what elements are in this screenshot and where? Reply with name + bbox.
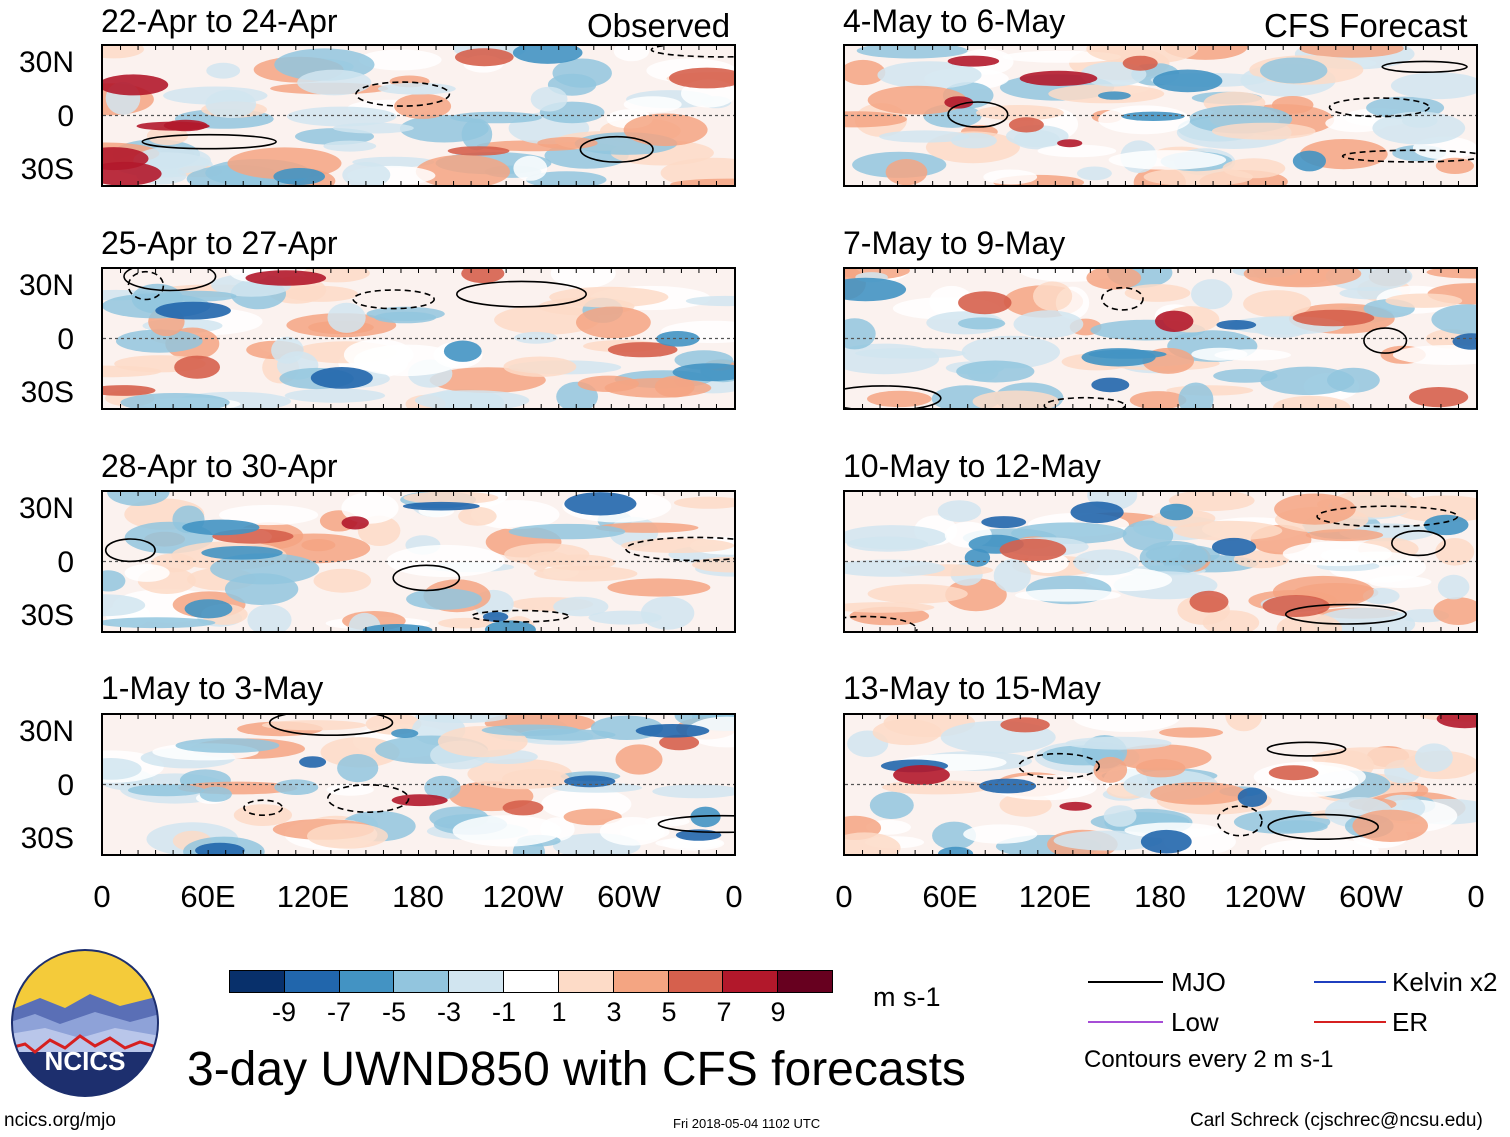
panel-title-fc-4: 13-May to 15-May (843, 670, 1101, 706)
map-panel-obs-4 (101, 713, 736, 856)
map-panel-obs-1 (101, 44, 736, 187)
colorbar-swatch (449, 971, 505, 992)
lat-label-eq: 0 (57, 769, 74, 802)
observed-header: Observed (587, 7, 731, 44)
main-title: 3-day UWND850 with CFS forecasts (187, 1043, 966, 1096)
wind-anomaly-field (103, 492, 734, 631)
colorbar-tick-label: -9 (271, 997, 297, 1027)
wind-anomaly-field (103, 269, 734, 408)
wind-anomaly-field (845, 46, 1476, 185)
footer-credit: Carl Schreck (cjschrec@ncsu.edu) (1190, 1110, 1483, 1131)
lon-label-0: 0 (835, 879, 853, 914)
lon-label-120w: 120W (1224, 879, 1306, 914)
colorbar-swatch (504, 971, 559, 992)
colorbar-swatch (778, 971, 832, 992)
lon-label-0-end: 0 (725, 879, 743, 914)
lat-label-30n: 30N (18, 715, 74, 748)
lat-label-30n: 30N (18, 492, 74, 525)
map-panel-fc-2 (843, 267, 1478, 410)
colorbar-tick-label: 7 (716, 997, 732, 1027)
lat-label-30s: 30S (20, 822, 74, 855)
wind-anomaly-field (103, 715, 734, 854)
lon-label-0: 0 (93, 879, 111, 914)
panel-title-fc-1: 4-May to 6-May (843, 3, 1066, 39)
colorbar-tick-label: 3 (606, 997, 622, 1027)
colorbar-tick-label: -1 (491, 997, 517, 1027)
colorbar-swatch (558, 971, 614, 992)
legend-er-label: ER (1392, 1007, 1429, 1037)
lat-label-eq: 0 (57, 546, 74, 579)
colorbar-tick-label: -7 (326, 997, 352, 1027)
lon-label-0-end: 0 (1467, 879, 1485, 914)
lon-label-120w: 120W (482, 879, 564, 914)
colorbar-swatch (339, 971, 395, 992)
wind-anomaly-field (845, 269, 1476, 408)
lon-label-120e: 120E (1018, 879, 1092, 914)
lon-label-60w: 60W (597, 879, 661, 914)
map-panel-obs-2 (101, 267, 736, 410)
lon-label-60w: 60W (1339, 879, 1403, 914)
lat-label-30s: 30S (20, 153, 74, 186)
colorbar (229, 970, 833, 993)
legend-kelvin-label: Kelvin x2 (1392, 967, 1498, 997)
lat-label-30s: 30S (20, 599, 74, 632)
wind-anomaly-field (845, 715, 1476, 854)
lon-label-60e: 60E (180, 879, 236, 914)
panel-title-fc-2: 7-May to 9-May (843, 225, 1066, 261)
legend-er-line (1314, 1021, 1386, 1023)
panel-title-obs-4: 1-May to 3-May (101, 670, 324, 706)
lon-label-120e: 120E (276, 879, 350, 914)
map-panel-fc-3 (843, 490, 1478, 633)
panel-title-obs-2: 25-Apr to 27-Apr (101, 225, 338, 261)
colorbar-swatch (230, 971, 285, 992)
colorbar-swatch (394, 971, 450, 992)
panel-title-obs-3: 28-Apr to 30-Apr (101, 448, 338, 484)
wind-anomaly-field (845, 492, 1476, 631)
lon-label-180: 180 (1134, 879, 1186, 914)
colorbar-tick-label: -3 (436, 997, 462, 1027)
lon-label-60e: 60E (922, 879, 978, 914)
colorbar-swatch (284, 971, 340, 992)
lat-label-30s: 30S (20, 376, 74, 409)
panel-title-obs-1: 22-Apr to 24-Apr (101, 3, 338, 39)
lat-label-eq: 0 (57, 100, 74, 133)
footer-timestamp: Fri 2018-05-04 1102 UTC (673, 1116, 821, 1131)
colorbar-tick-label: 5 (661, 997, 677, 1027)
legend-low-label: Low (1171, 1007, 1219, 1037)
map-panel-obs-3 (101, 490, 736, 633)
legend-low-line (1088, 1021, 1163, 1023)
logo-text: NCICS (45, 1046, 126, 1076)
legend-kelvin-line (1314, 981, 1386, 983)
colorbar-swatch (668, 971, 724, 992)
colorbar-swatch (613, 971, 669, 992)
legend-mjo-line (1088, 981, 1163, 983)
footer-url: ncics.org/mjo (4, 1110, 116, 1131)
lon-label-180: 180 (392, 879, 444, 914)
map-panel-fc-4 (843, 713, 1478, 856)
colorbar-tick-label: 9 (770, 997, 786, 1027)
lat-label-30n: 30N (18, 46, 74, 79)
lat-label-eq: 0 (57, 323, 74, 356)
colorbar-unit: m s-1 (873, 982, 941, 1012)
colorbar-tick-label: 1 (551, 997, 567, 1027)
forecast-header: CFS Forecast (1264, 7, 1468, 44)
wind-anomaly-field (103, 46, 734, 185)
map-panel-fc-1 (843, 44, 1478, 187)
ncics-logo: NCICS (11, 949, 159, 1097)
lat-label-30n: 30N (18, 269, 74, 302)
colorbar-tick-label: -5 (381, 997, 407, 1027)
legend-contour-note: Contours every 2 m s-1 (1084, 1046, 1334, 1073)
legend-mjo-label: MJO (1171, 967, 1226, 997)
panel-title-fc-3: 10-May to 12-May (843, 448, 1101, 484)
colorbar-swatch (723, 971, 779, 992)
